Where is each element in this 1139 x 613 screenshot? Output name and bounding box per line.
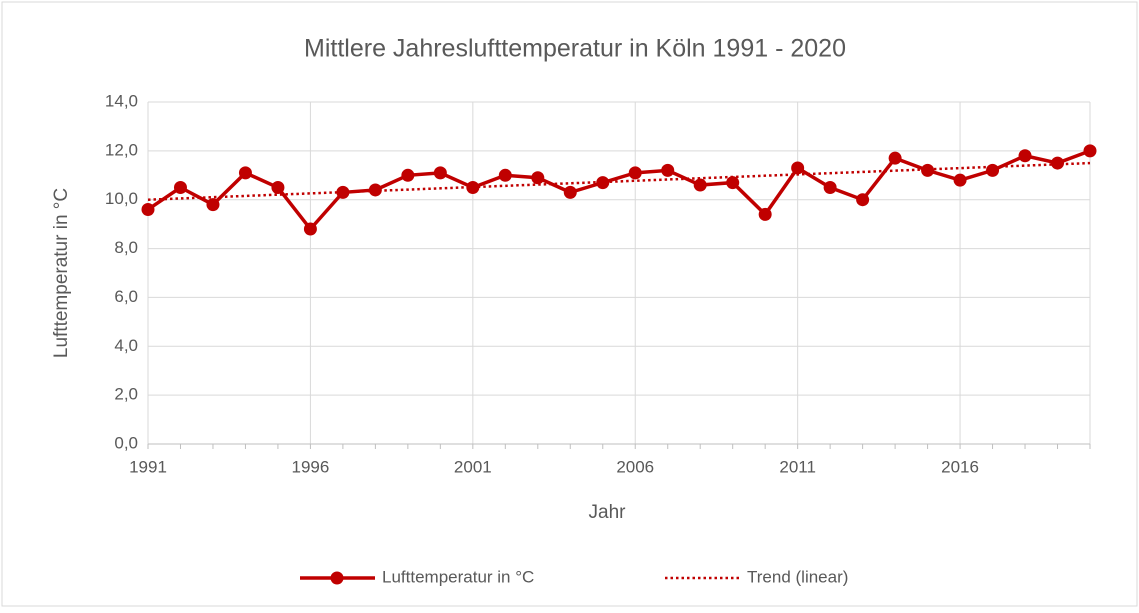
data-point bbox=[238, 166, 252, 180]
data-point bbox=[336, 185, 350, 199]
data-point bbox=[823, 181, 837, 194]
data-point bbox=[141, 202, 155, 216]
data-point bbox=[888, 151, 902, 165]
data-point bbox=[303, 222, 317, 236]
data-point bbox=[433, 166, 447, 180]
x-tick-label: 1991 bbox=[129, 457, 167, 476]
data-point bbox=[1083, 144, 1097, 158]
data-point bbox=[563, 185, 577, 199]
x-tick-label: 2001 bbox=[454, 457, 492, 476]
data-point bbox=[953, 173, 967, 187]
data-point bbox=[271, 181, 285, 194]
data-point bbox=[1018, 149, 1032, 163]
y-tick-label: 14,0 bbox=[105, 91, 138, 110]
data-point bbox=[726, 176, 740, 190]
data-point bbox=[1051, 156, 1065, 170]
data-point bbox=[758, 207, 772, 221]
data-point bbox=[661, 163, 675, 177]
y-tick-label: 4,0 bbox=[114, 336, 138, 355]
y-tick-label: 8,0 bbox=[114, 238, 138, 257]
legend-marker bbox=[330, 571, 344, 585]
x-tick-label: 2006 bbox=[616, 457, 654, 476]
data-point bbox=[401, 168, 415, 182]
y-axis-title: Lufttemperatur in °C bbox=[51, 188, 72, 358]
legend-label: Lufttemperatur in °C bbox=[382, 567, 534, 586]
data-point bbox=[921, 163, 935, 177]
x-tick-label: 2011 bbox=[779, 457, 816, 476]
x-tick-label: 1996 bbox=[291, 457, 329, 476]
data-point bbox=[531, 171, 545, 185]
data-point bbox=[206, 198, 220, 212]
x-axis-title: Jahr bbox=[589, 502, 627, 523]
y-tick-label: 6,0 bbox=[114, 287, 138, 306]
data-point bbox=[173, 181, 187, 194]
y-tick-label: 10,0 bbox=[105, 189, 138, 208]
chart-title: Mittlere Jahreslufttemperatur in Köln 19… bbox=[304, 35, 846, 63]
data-point bbox=[856, 193, 870, 207]
x-tick-label: 2016 bbox=[941, 457, 979, 476]
y-tick-label: 2,0 bbox=[114, 385, 138, 404]
y-tick-label: 0,0 bbox=[114, 433, 138, 452]
data-point bbox=[791, 161, 805, 175]
data-point bbox=[693, 178, 707, 192]
data-point bbox=[596, 176, 610, 190]
data-point bbox=[986, 163, 1000, 177]
data-point bbox=[498, 168, 512, 182]
data-point bbox=[628, 166, 642, 180]
y-tick-label: 12,0 bbox=[105, 140, 138, 159]
legend-label: Trend (linear) bbox=[747, 567, 848, 586]
